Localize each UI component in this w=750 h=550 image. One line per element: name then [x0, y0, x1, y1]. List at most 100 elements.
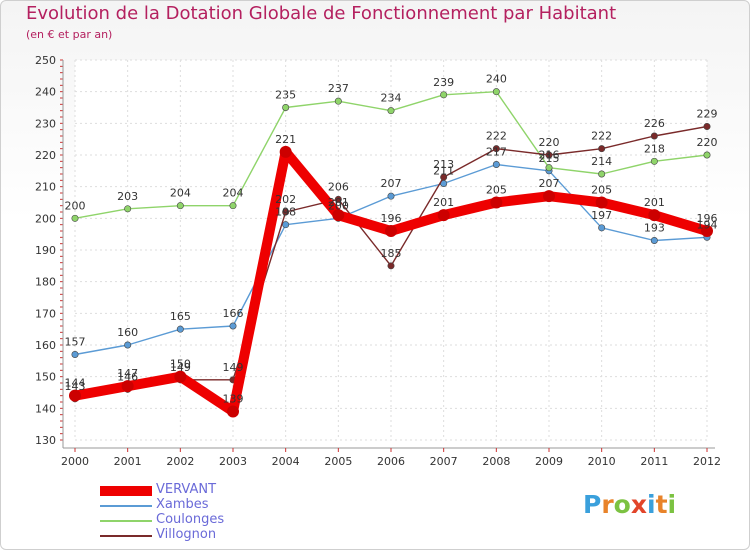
data-label: 196	[697, 212, 718, 225]
data-label: 237	[328, 82, 349, 95]
data-label: 202	[275, 193, 296, 206]
data-label: 166	[223, 307, 244, 320]
data-point	[387, 262, 395, 270]
data-label: 160	[117, 326, 138, 339]
data-label: 213	[433, 158, 454, 171]
y-tick-label: 130	[35, 434, 56, 447]
data-point	[176, 202, 184, 210]
data-label: 211	[433, 165, 454, 178]
data-label: 139	[223, 393, 244, 406]
data-label: 205	[591, 184, 612, 197]
x-tick-label: 2011	[640, 455, 668, 468]
data-label: 194	[697, 218, 718, 231]
data-point	[387, 192, 395, 200]
data-point	[282, 104, 290, 112]
data-point	[650, 157, 658, 165]
logo-letter: P	[583, 490, 602, 519]
data-label: 206	[328, 180, 349, 193]
data-label: 185	[381, 247, 402, 260]
data-label: 200	[65, 199, 86, 212]
data-point	[440, 173, 448, 181]
data-label: 207	[539, 177, 560, 190]
logo-letter: i	[667, 490, 677, 519]
logo-letter: o	[613, 490, 631, 519]
data-label: 234	[381, 92, 402, 105]
y-tick-label: 150	[35, 371, 56, 384]
legend-swatch	[100, 535, 152, 537]
legend-label: Villognon	[156, 527, 217, 542]
data-label: 221	[275, 133, 296, 146]
data-point	[543, 190, 555, 203]
data-label: 205	[486, 184, 507, 197]
x-tick-label: 2002	[166, 455, 194, 468]
logo-letter: i	[647, 490, 656, 519]
data-point	[334, 97, 342, 105]
legend-swatch	[100, 505, 152, 507]
data-label: 215	[539, 152, 560, 165]
data-point	[282, 221, 290, 229]
data-point	[124, 205, 132, 213]
data-point	[598, 170, 606, 178]
data-point	[121, 380, 134, 393]
data-label: 200	[328, 199, 349, 212]
legend-swatch	[100, 486, 152, 496]
data-point	[71, 350, 79, 358]
data-point	[437, 209, 450, 222]
data-label: 217	[486, 146, 507, 159]
logo-letter: t	[655, 490, 668, 519]
data-point	[279, 145, 292, 158]
y-tick-label: 250	[35, 54, 56, 67]
chart-title: Evolution de la Dotation Globale de Fonc…	[26, 3, 617, 24]
data-label: 147	[117, 367, 138, 380]
data-point	[492, 161, 500, 169]
legend-label: Coulonges	[156, 512, 225, 527]
x-tick-label: 2006	[377, 455, 405, 468]
data-point	[650, 132, 658, 140]
data-point	[227, 405, 239, 418]
data-label: 222	[486, 130, 507, 143]
data-point	[490, 196, 503, 209]
data-label: 207	[381, 177, 402, 190]
data-label: 198	[275, 206, 296, 219]
y-tick-label: 180	[35, 276, 56, 289]
y-tick-label: 220	[35, 149, 56, 162]
data-label: 201	[433, 196, 454, 209]
x-tick-label: 2003	[219, 455, 247, 468]
data-label: 239	[433, 76, 454, 89]
data-point	[229, 202, 237, 210]
data-point	[229, 322, 237, 330]
data-label: 157	[65, 336, 86, 349]
x-tick-label: 2010	[588, 455, 616, 468]
data-point	[385, 225, 397, 237]
data-point	[492, 145, 500, 153]
legend-label: Xambes	[156, 497, 209, 512]
x-tick-label: 2012	[693, 455, 721, 468]
data-label: 204	[170, 187, 191, 200]
data-label: 150	[170, 358, 191, 371]
y-tick-label: 170	[35, 307, 56, 320]
y-tick-label: 140	[35, 402, 56, 415]
logo-letter: r	[601, 490, 614, 519]
x-tick-label: 2000	[61, 455, 89, 468]
x-tick-label: 2009	[535, 455, 563, 468]
y-tick-label: 230	[35, 117, 56, 130]
data-label: 226	[644, 117, 665, 130]
data-label: 201	[644, 196, 665, 209]
data-label: 165	[170, 310, 191, 323]
data-label: 214	[591, 155, 612, 168]
data-label: 201	[328, 196, 349, 209]
data-point	[124, 341, 132, 349]
y-tick-label: 190	[35, 244, 56, 257]
data-point	[71, 214, 79, 222]
data-point	[176, 325, 184, 333]
y-tick-label: 200	[35, 212, 56, 225]
legend-label: VERVANT	[156, 482, 217, 497]
data-label: 218	[644, 142, 665, 155]
data-label: 220	[539, 136, 560, 149]
data-point	[69, 389, 81, 402]
data-label: 222	[591, 130, 612, 143]
x-tick-label: 2007	[430, 455, 458, 468]
data-point	[282, 208, 290, 216]
data-point	[701, 225, 713, 237]
